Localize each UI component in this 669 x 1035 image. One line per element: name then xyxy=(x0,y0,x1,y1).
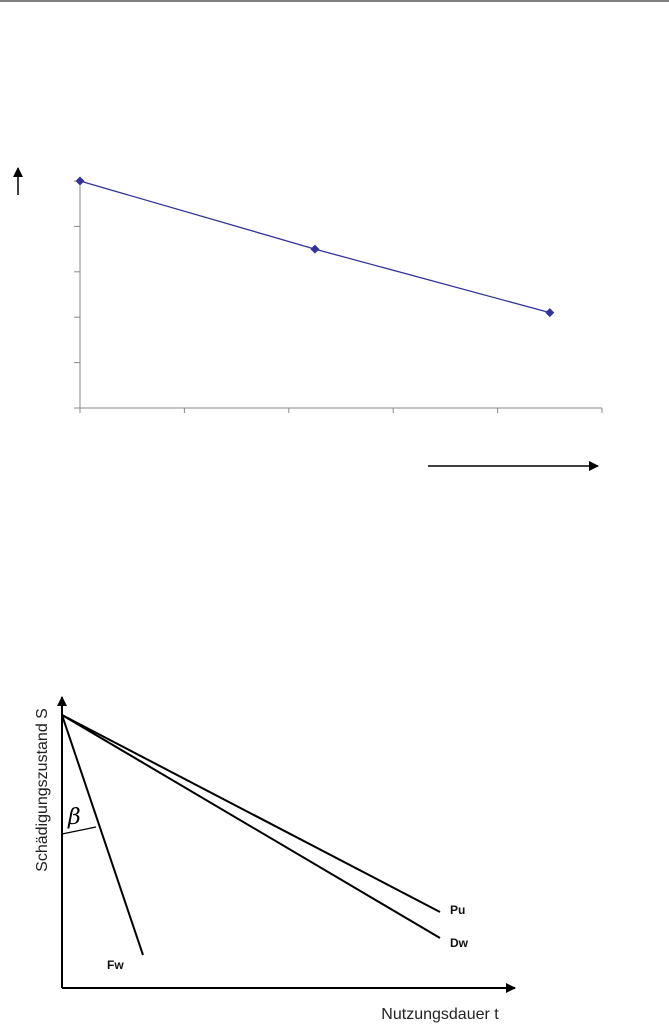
point xyxy=(545,308,555,318)
y-axis-label: Schädigungszustand S xyxy=(34,708,51,872)
line-dw xyxy=(61,714,441,939)
angle-label: β xyxy=(67,805,81,830)
point xyxy=(75,176,85,186)
line-fw xyxy=(61,714,144,956)
line-pu xyxy=(61,714,441,913)
x-axis-label: Nutzungsdauer t xyxy=(381,1006,499,1023)
line-label: Dw xyxy=(450,936,469,950)
line-label: Pu xyxy=(450,903,465,917)
chart xyxy=(74,176,603,413)
line-label: Fw xyxy=(107,958,124,972)
angle-arc xyxy=(61,826,97,835)
diagram: β Pu Dw Fw Schädigungszustand S Nutzungs… xyxy=(34,696,516,1023)
point xyxy=(310,244,320,254)
